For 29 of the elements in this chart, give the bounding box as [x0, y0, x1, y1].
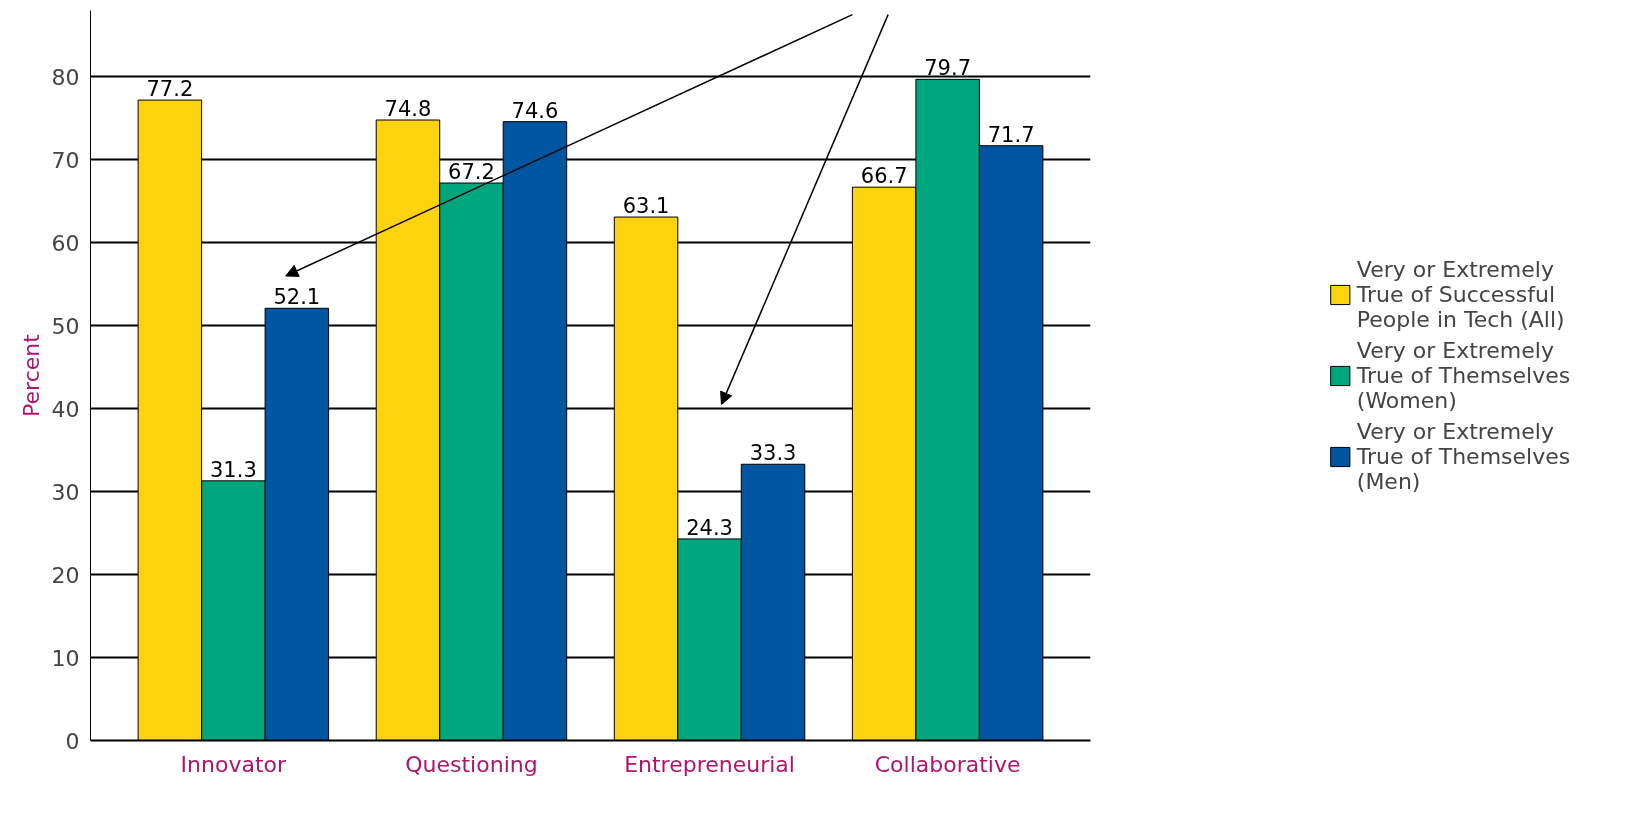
y-tick-label: 60: [51, 230, 80, 256]
y-tick-label: 40: [51, 396, 80, 422]
data-label: 79.7: [924, 56, 972, 81]
x-tick-label: Collaborative: [874, 751, 1021, 777]
y-tick-label: 0: [65, 728, 80, 754]
x-tick-label: Entrepreneurial: [624, 751, 795, 777]
data-label: 31.3: [209, 457, 257, 482]
data-label: 74.6: [511, 98, 559, 123]
y-tick-label: 50: [51, 313, 80, 339]
y-axis-title: Percent: [18, 333, 44, 417]
data-label: 77.2: [146, 77, 194, 102]
data-label: 24.3: [686, 515, 733, 540]
data-label: 33.3: [749, 441, 797, 466]
data-label: 74.8: [384, 97, 432, 121]
legend-label: Very or Extremely True of Themselves (Men): [1356, 418, 1571, 494]
y-tick-label: 10: [51, 645, 80, 671]
y-tick-label: 80: [51, 64, 80, 90]
y-tick-label: 70: [51, 147, 80, 173]
legend-label: Very or Extremely True of Themselves (Women): [1356, 337, 1571, 413]
x-tick-label: Questioning: [405, 751, 538, 777]
x-tick-label: Innovator: [180, 751, 288, 777]
data-label: 71.7: [987, 122, 1035, 147]
data-label: 63.1: [622, 194, 670, 219]
y-tick-label: 30: [51, 479, 80, 505]
data-label: 52.1: [273, 285, 321, 310]
data-label: 67.2: [448, 160, 495, 185]
data-label: 66.7: [860, 164, 908, 189]
legend-label: Very or Extremely True of Successful People in Tech (All): [1356, 256, 1565, 332]
y-tick-label: 20: [51, 562, 80, 588]
